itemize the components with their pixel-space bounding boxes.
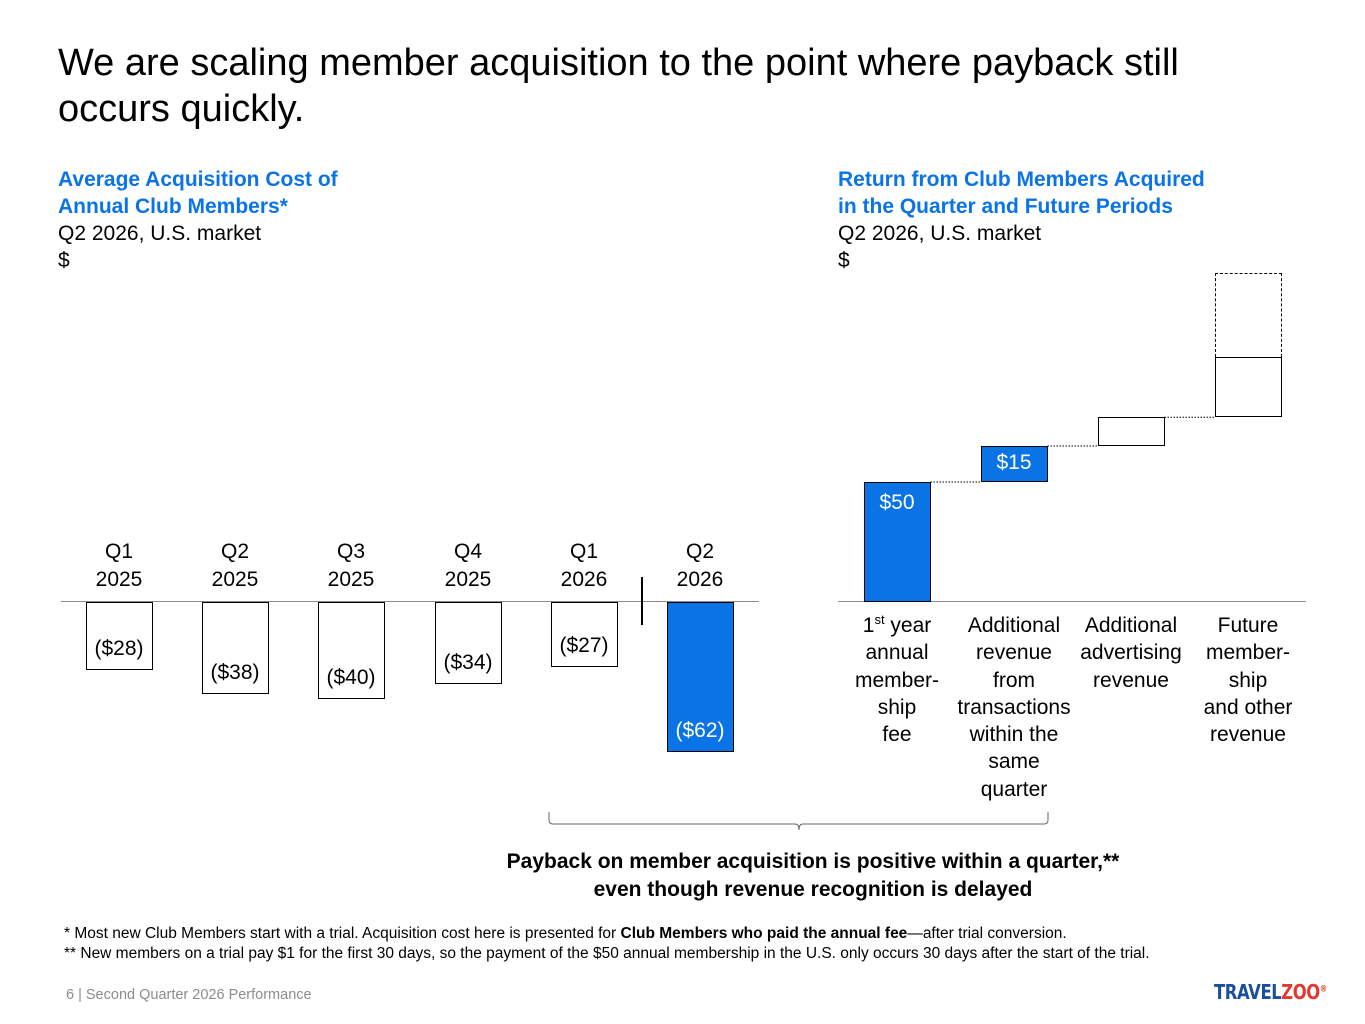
left-subtitle: Q2 2026, U.S. market: [58, 222, 262, 245]
cost-value-label: ($62): [675, 719, 725, 743]
cost-value-label: ($28): [94, 636, 144, 660]
right-heading-line1: Return from Club Members Acquired: [838, 168, 1205, 191]
cost-bar: ($34): [434, 602, 502, 685]
left-heading-line1: Average Acquisition Cost of: [58, 168, 338, 191]
page-footer: 6 | Second Quarter 2026 Performance: [66, 987, 312, 1003]
cost-bar: ($38): [201, 602, 269, 694]
return-bar: $50: [863, 482, 931, 602]
quarter-label: Q1 2025: [95, 540, 143, 591]
quarter-label: Q4 2025: [444, 540, 492, 591]
return-bar: $15: [980, 446, 1048, 482]
footnote-1: * Most new Club Members start with a tri…: [64, 924, 1067, 944]
return-bar: [1097, 417, 1165, 446]
right-unit: $: [838, 249, 850, 272]
cost-bar: ($28): [85, 602, 153, 670]
payback-note: Payback on member acquisition is positiv…: [380, 848, 1246, 904]
return-value-label: $15: [996, 451, 1032, 474]
quarter-label: Q2 2025: [211, 540, 259, 591]
left-panel-header: Average Acquisition Cost of Annual Club …: [58, 166, 338, 274]
waterfall-connectors: [930, 416, 1215, 483]
period-separator: [641, 577, 643, 625]
quarter-label: Q2 2026: [676, 540, 724, 591]
right-subtitle: Q2 2026, U.S. market: [838, 222, 1042, 245]
cost-value-label: ($27): [559, 634, 609, 658]
travelzoo-logo: TRAVELZOO®: [1214, 980, 1327, 1004]
logo-travel: TRAVEL: [1214, 980, 1282, 1004]
right-axis-line: [838, 601, 1306, 603]
return-bar: [1214, 357, 1282, 418]
left-heading-line2: Annual Club Members*: [58, 195, 288, 218]
slide-title: We are scaling member acquisition to the…: [58, 42, 1179, 130]
footnote-1-pre: * Most new Club Members start with a tri…: [64, 925, 621, 942]
payback-brace: [548, 812, 1049, 831]
logo-mark: ®: [1319, 984, 1327, 995]
acquisition-cost-chart: Q1 2025 ($28) Q2 2025 ($38) Q3 2025 ($40) Q4 2025 (…: [0, 0, 780, 800]
return-category-label: Additional revenue from transactions within …: [957, 614, 1071, 801]
cost-value-label: ($40): [326, 665, 376, 689]
return-category-label: 1st year annual member-ship fee: [854, 612, 939, 747]
cost-bar: ($40): [317, 602, 385, 699]
cost-bar: ($27): [550, 602, 618, 668]
payback-line1: Payback on member acquisition is positiv…: [506, 850, 1120, 873]
return-waterfall-chart: $50 1st year annual member-ship fee $15 Additi…: [838, 273, 1306, 801]
left-axis-line: [61, 601, 759, 603]
right-panel-header: Return from Club Members Acquired in the…: [838, 166, 1205, 274]
return-category-label: Additional advertising revenue: [1080, 614, 1182, 692]
logo-zoo: ZOO: [1281, 980, 1320, 1004]
future-dashed-extension: [1214, 273, 1282, 358]
footnote-1-bold: Club Members who paid the annual fee: [620, 925, 908, 942]
return-category-label: Future member-ship and other revenue: [1203, 614, 1293, 747]
cost-value-label: ($34): [443, 651, 493, 675]
cost-bar: ($62): [666, 602, 734, 753]
return-value-label: $50: [879, 491, 915, 514]
cost-value-label: ($38): [210, 660, 260, 684]
left-unit: $: [58, 249, 70, 272]
footnote-2: ** New members on a trial pay $1 for the…: [64, 945, 1150, 962]
right-heading-line2: in the Quarter and Future Periods: [838, 195, 1173, 218]
footnote-1-post: —after trial conversion.: [907, 925, 1067, 942]
payback-line2: even though revenue recognition is delay…: [593, 878, 1033, 901]
quarter-label: Q1 2026: [560, 540, 608, 591]
quarter-label: Q3 2025: [327, 540, 375, 591]
